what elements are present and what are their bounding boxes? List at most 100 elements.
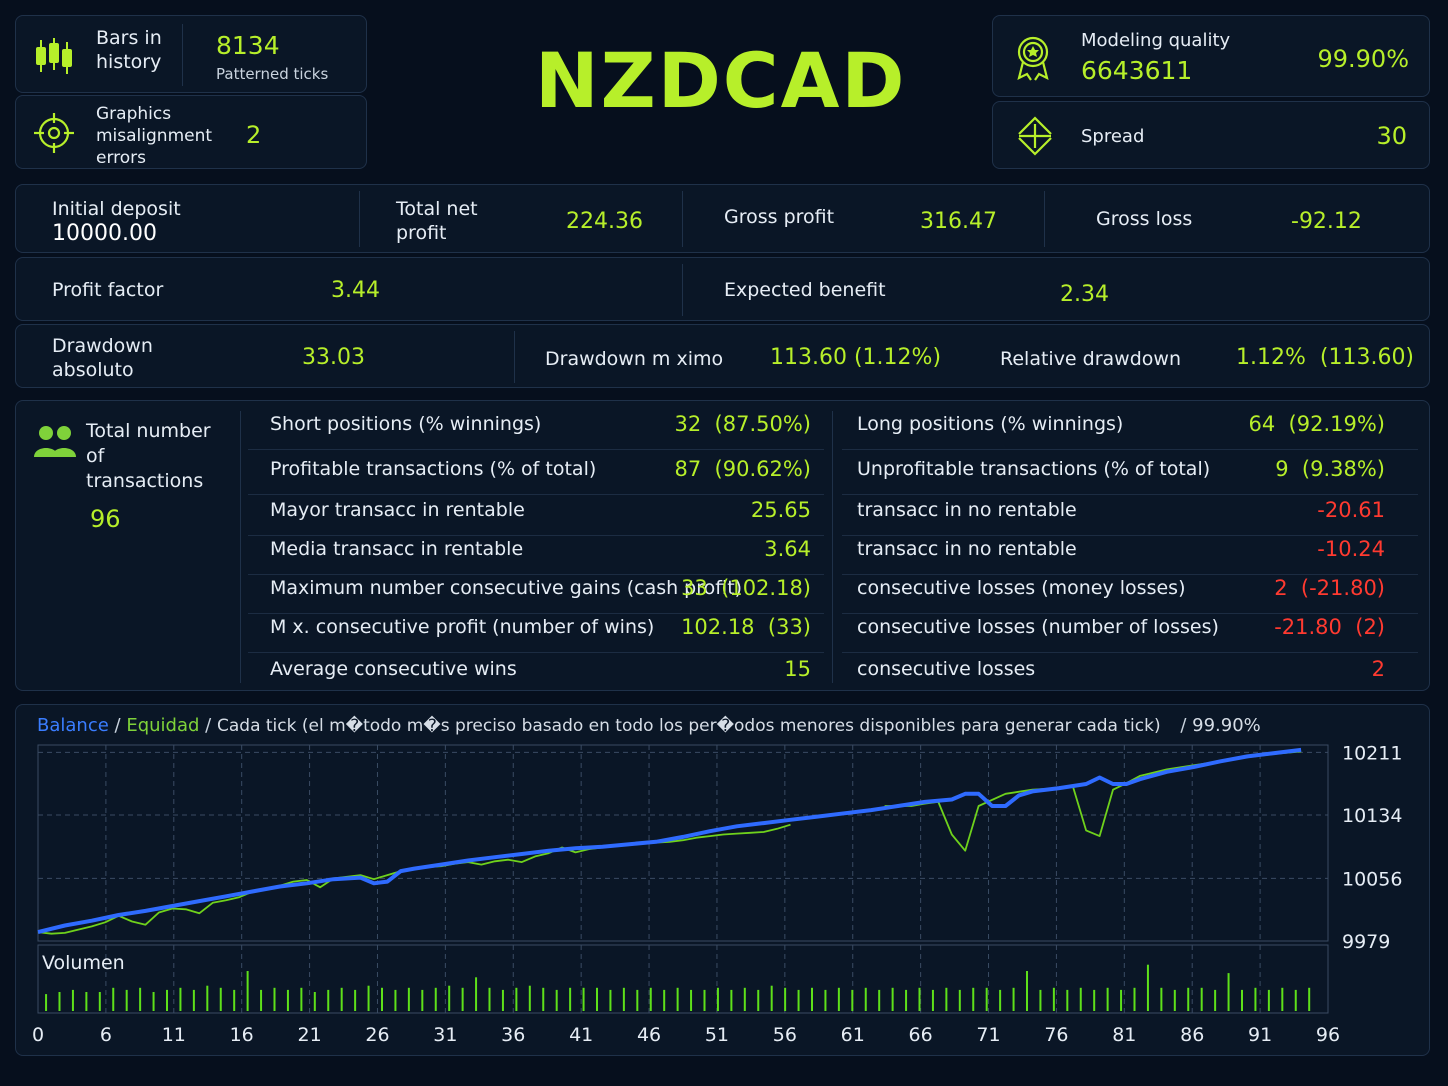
deposit-profit-row: Initial deposit 10000.00 Total net profi… [15, 184, 1430, 253]
modeling-quality-label: Modeling quality [1081, 30, 1231, 51]
equity-line [37, 823, 791, 935]
right-stat-label: Unprofitable transactions (% of total) [857, 458, 1211, 480]
x-tick-label: 96 [1316, 1024, 1340, 1046]
legend-equity[interactable]: Equidad [126, 715, 200, 736]
left-stat-label: Short positions (% winnings) [270, 413, 542, 435]
row-divider [248, 652, 824, 653]
row-divider [842, 652, 1418, 653]
balance-line [37, 747, 1302, 935]
volume-label: Volumen [42, 952, 125, 974]
left-stat-value: 33 (102.18) [681, 576, 811, 600]
gross-loss-value: -92.12 [1291, 209, 1362, 234]
relative-drawdown-label: Relative drawdown [1000, 348, 1181, 370]
left-stat-value: 32 (87.50%) [674, 412, 811, 436]
legend-separator: / [205, 715, 212, 736]
initial-deposit-label: Initial deposit [52, 198, 181, 220]
right-stat-label: consecutive losses [857, 658, 1036, 680]
x-tick-label: 0 [32, 1024, 44, 1046]
row-divider [842, 449, 1418, 450]
relative-drawdown-value: 1.12% (113.60) [1236, 345, 1415, 370]
x-tick-label: 86 [1180, 1024, 1204, 1046]
bars-in-history-card: Bars in history 8134 Patterned ticks [15, 15, 367, 93]
drawdown-absolute-value: 33.03 [302, 345, 365, 370]
right-stat-value: -21.80 (2) [1274, 615, 1385, 639]
modeling-quality-value: 99.90% [1317, 45, 1409, 73]
legend-separator: / [114, 715, 121, 736]
symbol-title: NZDCAD [535, 36, 907, 125]
expected-benefit-label: Expected benefit [724, 279, 886, 301]
row-divider [248, 613, 824, 614]
chart-description: Cada tick (el m�todo m�s preciso basado … [216, 716, 1161, 736]
gross-profit-value: 316.47 [920, 209, 997, 234]
spread-value: 30 [1376, 122, 1407, 150]
volume-frame [37, 944, 1329, 1014]
x-tick-label: 71 [976, 1024, 1000, 1046]
bars-value: 8134 [216, 31, 280, 60]
right-stat-value: 64 (92.19%) [1248, 412, 1385, 436]
drawdown-max-label: Drawdown m ximo [545, 348, 724, 370]
row-divider [842, 494, 1418, 495]
x-tick-label: 26 [365, 1024, 389, 1046]
chart-quality: 99.90% [1192, 715, 1261, 736]
x-tick-label: 16 [230, 1024, 254, 1046]
users-icon [34, 426, 76, 457]
drawdown-row: Drawdown absoluto 33.03 Drawdown m ximo … [15, 324, 1430, 388]
left-stat-label: Mayor transacc in rentable [270, 499, 525, 521]
candlestick-icon [36, 38, 72, 74]
row-divider [248, 494, 824, 495]
right-stat-value: -20.61 [1317, 498, 1385, 522]
right-stat-value: 9 (9.38%) [1275, 457, 1385, 481]
right-stat-value: 2 [1371, 657, 1385, 681]
y-tick-label: 10056 [1342, 868, 1402, 890]
misalignment-value: 2 [246, 121, 262, 149]
legend-balance[interactable]: Balance [37, 715, 109, 736]
gross-loss-label: Gross loss [1096, 208, 1193, 230]
y-tick-label: 9979 [1342, 931, 1390, 953]
left-stat-value: 102.18 (33) [681, 615, 811, 639]
modeling-quality-card: Modeling quality 6643611 99.90% [992, 15, 1430, 97]
left-stat-value: 3.64 [764, 537, 811, 561]
x-tick-label: 51 [705, 1024, 729, 1046]
x-tick-label: 76 [1044, 1024, 1068, 1046]
right-stat-label: transacc in no rentable [857, 538, 1077, 560]
chart-legend: Balance / Equidad / Cada tick (el m�todo… [37, 715, 1261, 736]
chart-panel: Balance / Equidad / Cada tick (el m�todo… [15, 704, 1430, 1056]
left-stat-label: Media transacc in rentable [270, 538, 524, 560]
left-stat-label: Average consecutive wins [270, 658, 517, 680]
x-tick-label: 41 [569, 1024, 593, 1046]
x-tick-label: 66 [909, 1024, 933, 1046]
spread-arrows-icon [1018, 116, 1052, 156]
y-tick-label: 10134 [1342, 805, 1402, 827]
right-stat-label: consecutive losses (number of losses) [857, 616, 1219, 638]
x-tick-label: 6 [100, 1024, 112, 1046]
left-stat-label: Profitable transactions (% of total) [270, 458, 597, 480]
bars-label: Bars in history [96, 27, 162, 73]
legend-separator: / [1180, 715, 1187, 736]
left-stat-label: Maximum number consecutive gains (cash p… [270, 577, 743, 599]
patterned-ticks-label: Patterned ticks [216, 65, 329, 83]
x-tick-label: 36 [501, 1024, 525, 1046]
award-badge-icon [1017, 36, 1049, 81]
net-profit-value: 224.36 [566, 209, 643, 234]
x-tick-label: 61 [841, 1024, 865, 1046]
misalignment-label: Graphics misalignment errors [96, 104, 213, 168]
plot-frame [37, 744, 1329, 942]
y-tick-label: 10211 [1342, 742, 1402, 764]
drawdown-absolute-label: Drawdown absoluto [52, 335, 153, 381]
net-profit-label: Total net profit [396, 198, 478, 244]
right-stat-label: Long positions (% winnings) [857, 413, 1124, 435]
spread-label: Spread [1081, 126, 1145, 147]
drawdown-max-value: 113.60 (1.12%) [770, 345, 942, 370]
left-stat-label: M x. consecutive profit (number of wins) [270, 616, 655, 638]
total-transactions-label: Total number of transactions [86, 420, 211, 492]
spread-card: Spread 30 [992, 101, 1430, 169]
transactions-panel: Total number of transactions 96 Short po… [15, 400, 1430, 691]
x-tick-label: 91 [1248, 1024, 1272, 1046]
right-stat-value: -10.24 [1317, 537, 1385, 561]
expected-benefit-value: 2.34 [1060, 282, 1109, 307]
x-tick-label: 46 [637, 1024, 661, 1046]
left-stat-value: 87 (90.62%) [674, 457, 811, 481]
x-tick-label: 81 [1112, 1024, 1136, 1046]
left-stat-value: 25.65 [750, 498, 811, 522]
